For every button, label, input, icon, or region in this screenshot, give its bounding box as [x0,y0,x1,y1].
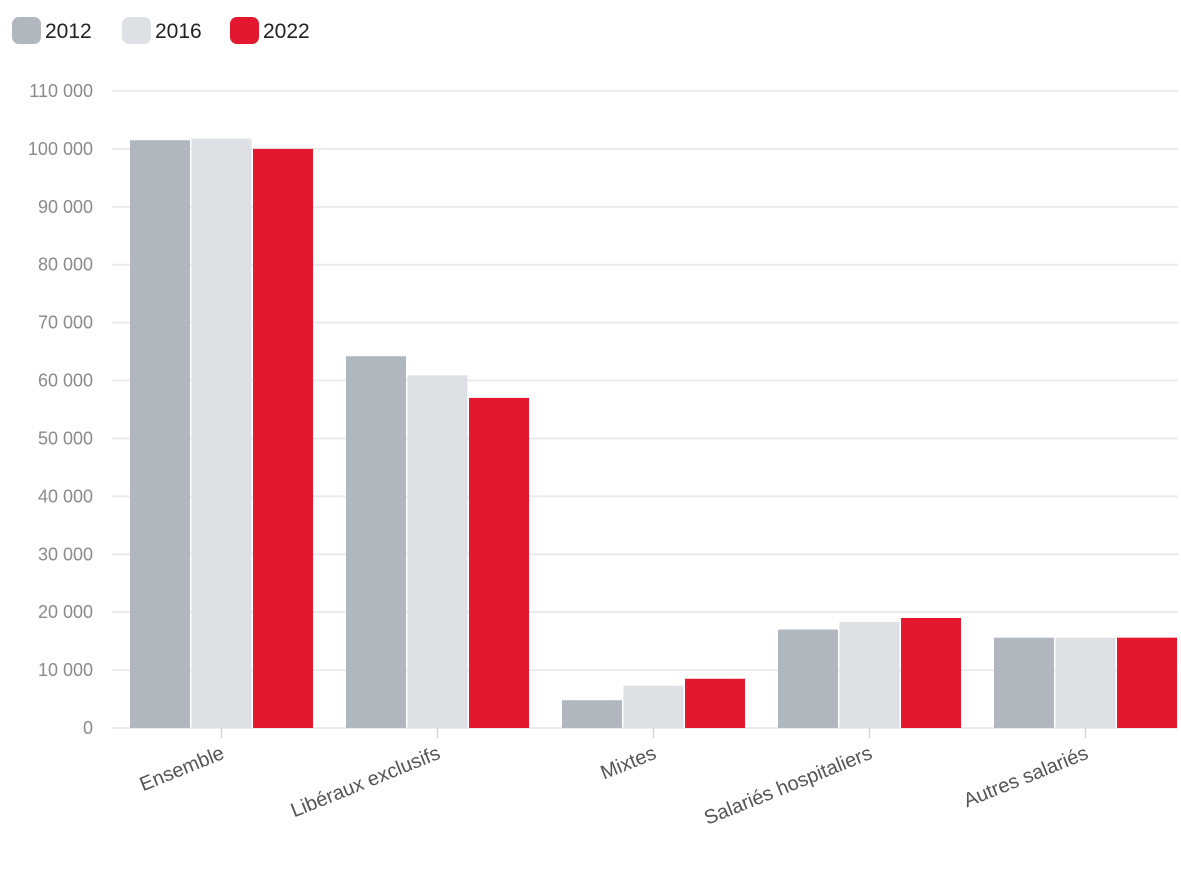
y-axis: 0 10 000 20 000 30 000 40 000 50 000 60 000 70 … [28,81,93,738]
bar-2022-4[interactable] [1117,637,1177,728]
y-tick-label: 100 000 [28,139,93,159]
bar-2012-2[interactable] [562,700,622,728]
bar-2016-3[interactable] [839,622,900,728]
y-tick-label: 20 000 [38,602,93,622]
y-tick-label: 60 000 [38,371,93,391]
legend-label-2012: 2012 [45,20,92,43]
y-tick-label: 40 000 [38,486,93,506]
bar-2016-2[interactable] [623,685,684,728]
bar-2016-0[interactable] [191,138,252,728]
y-tick-label: 80 000 [38,255,93,275]
x-category-label: Autres salariés [960,742,1091,812]
plot-area [130,138,1177,729]
y-tick-label: 0 [83,718,93,738]
legend-swatch-2012 [12,17,41,44]
bar-2022-1[interactable] [469,397,529,728]
legend-label-2016: 2016 [155,20,202,43]
x-category-label: Salariés hospitaliers [701,742,875,829]
legend: 2012 2016 2022 [12,17,310,44]
y-tick-label: 50 000 [38,428,93,448]
y-tick-label: 10 000 [38,660,93,680]
bar-2012-0[interactable] [130,140,190,729]
x-category-label: Mixtes [598,742,660,784]
y-tick-label: 70 000 [38,313,93,333]
bar-2012-3[interactable] [778,629,838,728]
legend-swatch-2022 [230,17,259,44]
legend-label-2022: 2022 [263,20,310,43]
bar-2012-1[interactable] [346,356,406,728]
y-tick-label: 30 000 [38,544,93,564]
y-tick-label: 90 000 [38,197,93,217]
x-category-label: Ensemble [137,742,228,796]
bar-2022-0[interactable] [253,148,313,729]
bar-2022-2[interactable] [685,678,745,728]
y-tick-label: 110 000 [29,81,93,101]
legend-swatch-2016 [122,17,151,44]
x-axis: Ensemble Libéraux exclusifs Mixtes Salariés… [137,728,1091,830]
bar-2016-1[interactable] [407,375,468,728]
x-category-label: Libéraux exclusifs [288,742,444,822]
bar-2016-4[interactable] [1055,637,1116,728]
bar-2012-4[interactable] [994,637,1054,728]
bar-2022-3[interactable] [901,617,961,728]
